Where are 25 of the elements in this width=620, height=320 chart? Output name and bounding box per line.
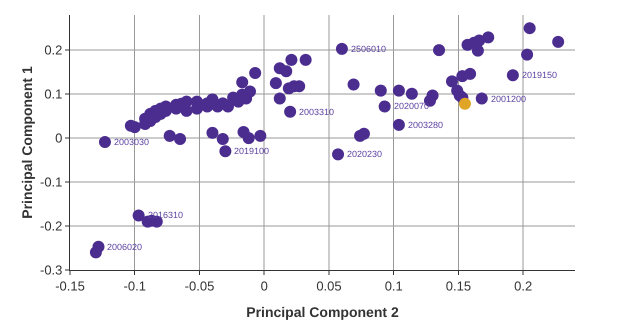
x-tick-label: 0.1 [384,278,403,294]
x-axis-title: Principal Component 2 [246,304,399,320]
annotation: 2003030 [114,137,150,147]
y-tick-label: -0.2 [40,218,62,234]
x-tick-label: -0.05 [184,278,214,294]
x-tick-label: -0.15 [55,278,85,294]
x-tick-label: 0 [260,278,268,294]
annotation: 2020230 [347,149,382,159]
x-tick-label: -0.1 [124,278,146,294]
annotation: 2506010 [351,44,386,54]
annotation: 2003280 [408,120,444,130]
y-tick-label: 0 [55,130,62,146]
annotation: 2006020 [107,242,142,252]
annotation: 2019100 [234,146,270,156]
annotation: 2019150 [522,70,558,80]
y-tick-label: 0.1 [44,86,62,102]
y-tick-label: -0.3 [40,262,62,278]
x-tick-label: 0.15 [446,278,472,294]
annotation: 2003310 [299,107,334,117]
y-axis-title: Principal Component 1 [19,66,35,219]
x-tick-label: 0.05 [316,278,342,294]
y-tick-label: -0.1 [40,174,62,190]
annotation: 2001200 [491,94,526,104]
y-tick-label: 0.2 [44,42,62,58]
x-tick-label: 0.2 [514,278,532,294]
